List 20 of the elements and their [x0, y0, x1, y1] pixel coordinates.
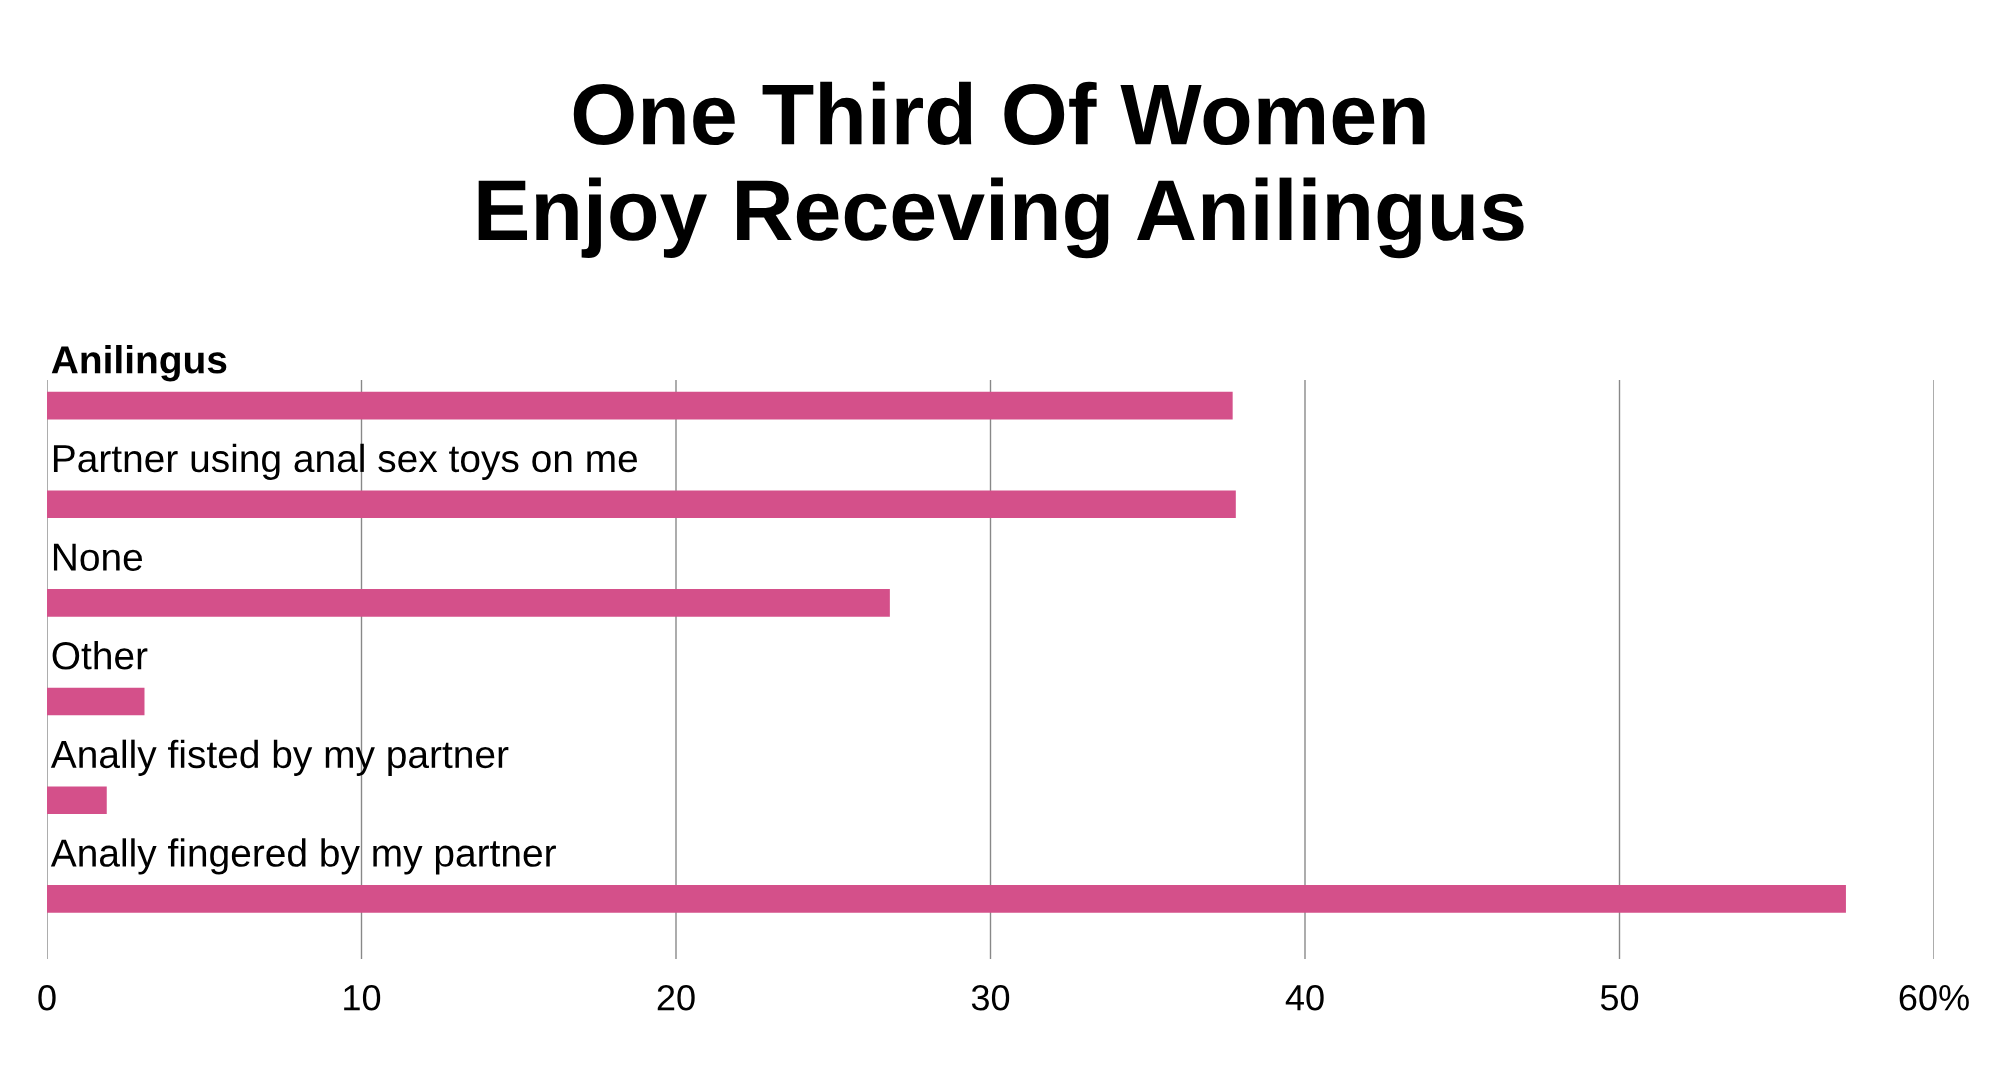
x-tick-label: 30	[971, 984, 1010, 1011]
x-tick-label: 50	[1600, 984, 1639, 1011]
bar	[47, 885, 1846, 913]
bar	[47, 589, 890, 617]
x-tick-label: 10	[344, 984, 381, 1011]
x-tick-label: 60%	[1899, 984, 1969, 1011]
x-tick-label: 20	[657, 984, 695, 1011]
y-tick-label: Other	[52, 641, 148, 670]
y-tick-label: None	[53, 543, 143, 571]
bar	[47, 490, 1236, 519]
chart-title: One Third Of Women Enjoy Receving Anilingus	[478, 81, 1524, 259]
bar	[47, 786, 107, 814]
x-tick-label: 0	[38, 984, 56, 1011]
y-tick-label: Partner using anal sex toys on me	[53, 443, 638, 480]
bar	[47, 687, 145, 716]
y-tick-label: Anilingus	[51, 345, 227, 382]
bar	[47, 391, 1233, 420]
x-tick-label: 40	[1285, 984, 1324, 1011]
y-tick-label: Anally fisted by my partner	[50, 739, 509, 776]
y-tick-label: Anally fingered by my partner	[50, 838, 556, 875]
